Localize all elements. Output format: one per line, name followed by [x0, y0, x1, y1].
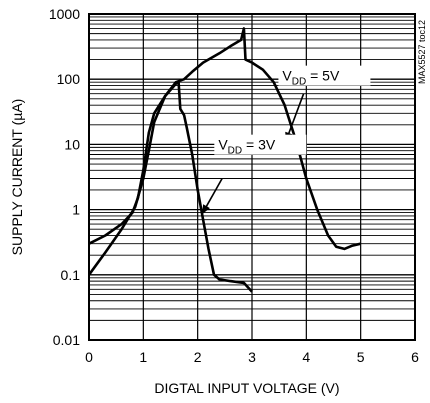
series-line-vdd-5v — [87, 27, 361, 276]
y-tick-label: 0.01 — [53, 332, 80, 348]
y-tick-labels: 0.01 0.1 1 10 100 1000 — [49, 6, 80, 348]
plot-frame — [88, 13, 416, 341]
y-axis-label: SUPPLY CURRENT (µA) — [9, 99, 25, 256]
y-tick-label: 100 — [57, 71, 81, 87]
y-tick-label: 1 — [72, 202, 80, 218]
annotations: VDD = 5V VDD = 3V — [201, 65, 371, 215]
series-label-vdd-3v: VDD = 3V — [218, 137, 276, 157]
x-tick-label: 6 — [411, 349, 419, 365]
series — [87, 27, 361, 293]
series-label-vdd-5v: VDD = 5V — [282, 68, 340, 88]
series-label-background — [278, 65, 371, 86]
x-tick-label: 1 — [139, 349, 147, 365]
x-tick-label: 5 — [357, 349, 365, 365]
y-tick-label: 10 — [64, 136, 80, 152]
y-tick-label: 1000 — [49, 6, 80, 22]
figure-id-label: MAX5527 toc12 — [417, 20, 427, 84]
x-tick-label: 0 — [85, 349, 93, 365]
y-tick-label: 0.1 — [61, 267, 81, 283]
x-tick-label: 4 — [302, 349, 310, 365]
x-tick-label: 2 — [194, 349, 202, 365]
x-axis-label: DIGTAL INPUT VOLTAGE (V) — [154, 380, 339, 396]
series-label-background — [214, 134, 307, 155]
x-tick-label: 3 — [248, 349, 256, 365]
series-line-vdd-3v — [88, 80, 253, 293]
annotation-arrow-head — [202, 204, 210, 215]
x-tick-labels: 0 1 2 3 4 5 6 — [85, 349, 419, 365]
